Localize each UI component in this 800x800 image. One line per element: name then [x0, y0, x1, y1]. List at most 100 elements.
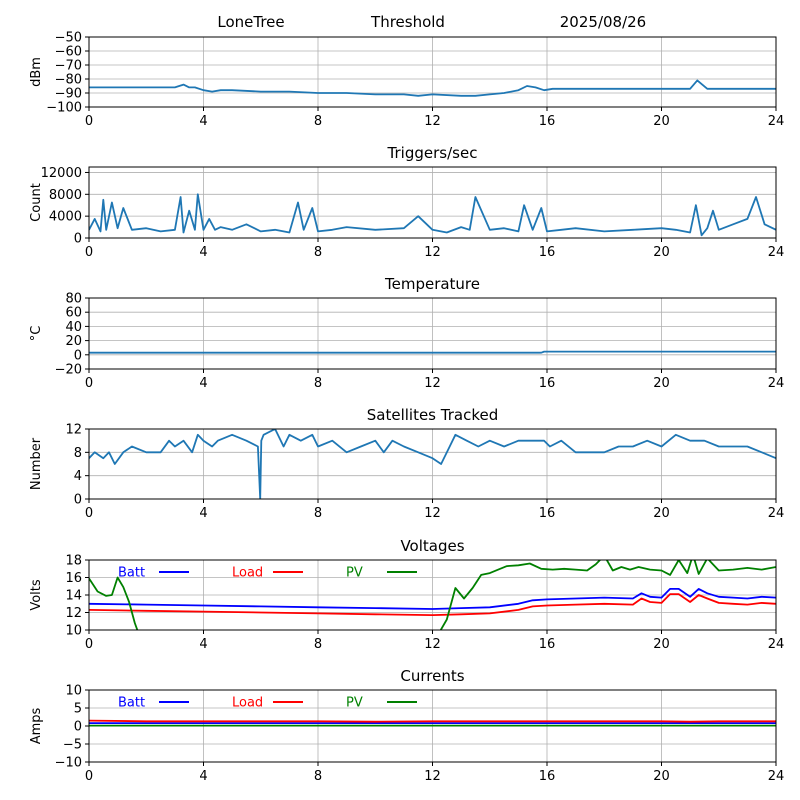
x-tick-label: 12 [424, 376, 441, 391]
y-tick-label: −60 [55, 45, 82, 60]
x-tick-label: 4 [199, 114, 207, 129]
y-tick-label: 20 [65, 334, 82, 349]
y-axis-label: Volts [29, 579, 44, 611]
x-tick-label: 8 [314, 769, 322, 784]
y-tick-label: 16 [65, 571, 82, 586]
x-tick-label: 0 [85, 245, 93, 260]
series-line-pv [89, 560, 776, 630]
x-tick-label: 12 [424, 245, 441, 260]
chart-satellites: 0 4 8 12 16 20 24 0 4 8 12 Satellites Tracked Number [29, 406, 784, 521]
y-tick-label: −50 [55, 31, 82, 46]
y-tick-label: 14 [65, 589, 82, 604]
y-tick-label: 0 [74, 720, 82, 735]
x-tick-label: 8 [314, 506, 322, 521]
x-tick-label: 4 [199, 506, 207, 521]
chart-triggers: 0 4 8 12 16 20 24 0 4000 8000 12000 Triggers/sec Cou… [29, 144, 784, 260]
series-line-main [89, 350, 776, 354]
x-tick-label: 8 [314, 376, 322, 391]
y-axis-label: Number [29, 437, 44, 490]
header-station: LoneTree [217, 13, 284, 31]
legend-label-batt: Batt [118, 696, 145, 711]
x-tick-label: 24 [768, 376, 785, 391]
x-tick-label: 20 [653, 637, 670, 652]
legend-label-pv: PV [346, 696, 363, 711]
x-tick-label: 12 [424, 506, 441, 521]
y-axis-label: dBm [29, 57, 44, 87]
x-tick-label: 4 [199, 376, 207, 391]
x-tick-label: 24 [768, 245, 785, 260]
x-tick-label: 20 [653, 376, 670, 391]
x-tick-label: 16 [539, 376, 556, 391]
x-tick-label: 12 [424, 769, 441, 784]
y-tick-label: −10 [55, 756, 82, 771]
y-tick-label: 8000 [49, 188, 82, 203]
x-tick-label: 8 [314, 637, 322, 652]
y-tick-label: 10 [65, 624, 82, 639]
y-tick-label: −20 [55, 363, 82, 378]
y-tick-label: 5 [74, 702, 82, 717]
y-tick-label: −5 [63, 738, 82, 753]
legend-label-batt: Batt [118, 566, 145, 581]
header-date: 2025/08/26 [560, 13, 646, 31]
y-tick-label: 12 [65, 423, 82, 438]
series-line-load [89, 593, 776, 616]
x-tick-label: 20 [653, 506, 670, 521]
x-tick-label: 0 [85, 637, 93, 652]
y-tick-label: 12 [65, 606, 82, 621]
x-tick-label: 16 [539, 769, 556, 784]
y-tick-label: 4 [74, 469, 82, 484]
y-tick-label: 0 [74, 493, 82, 508]
x-tick-label: 24 [768, 506, 785, 521]
legend-label-pv: PV [346, 566, 363, 581]
x-tick-label: 0 [85, 376, 93, 391]
x-tick-label: 12 [424, 637, 441, 652]
x-tick-label: 20 [653, 245, 670, 260]
panel-title: Currents [400, 667, 464, 685]
chart-voltages: 0 4 8 12 16 20 24 10 12 14 16 18 Voltages Volts Batt Lo… [29, 537, 784, 652]
y-tick-label: 10 [65, 684, 82, 699]
y-tick-label: −80 [55, 73, 82, 88]
x-tick-label: 16 [539, 506, 556, 521]
x-tick-label: 24 [768, 637, 785, 652]
y-tick-label: −100 [46, 101, 82, 116]
y-tick-label: 40 [65, 320, 82, 335]
series-line-main [89, 193, 776, 237]
x-tick-label: 4 [199, 637, 207, 652]
series-line-main [89, 429, 776, 499]
y-tick-label: 60 [65, 306, 82, 321]
y-tick-label: 0 [74, 232, 82, 247]
y-tick-label: 8 [74, 446, 82, 461]
panel-title: Temperature [384, 275, 480, 293]
x-tick-label: 20 [653, 769, 670, 784]
x-tick-label: 4 [199, 769, 207, 784]
chart-currents: 0 4 8 12 16 20 24 −10 −5 0 5 10 Currents Amps Batt Load… [29, 667, 784, 784]
x-tick-label: 0 [85, 769, 93, 784]
x-tick-label: 16 [539, 245, 556, 260]
x-tick-label: 0 [85, 506, 93, 521]
x-tick-label: 4 [199, 245, 207, 260]
series-line-batt [89, 588, 776, 610]
x-tick-label: 12 [424, 114, 441, 129]
x-tick-label: 0 [85, 114, 93, 129]
y-tick-label: 80 [65, 292, 82, 307]
header-mode: Threshold [370, 13, 445, 31]
y-tick-label: 4000 [49, 210, 82, 225]
x-tick-label: 16 [539, 114, 556, 129]
y-tick-label: 18 [65, 554, 82, 569]
series-line-main [89, 79, 776, 97]
series-line-load [89, 719, 776, 723]
legend-label-load: Load [232, 696, 263, 711]
x-tick-label: 8 [314, 114, 322, 129]
chart-threshold: 0 4 8 12 16 20 24 −100−90−80−70−60−50 dBm [29, 31, 784, 130]
x-tick-label: 24 [768, 769, 785, 784]
y-tick-label: 0 [74, 348, 82, 363]
panel-title: Triggers/sec [387, 144, 478, 162]
panel-title: Satellites Tracked [367, 406, 498, 424]
x-tick-label: 20 [653, 114, 670, 129]
x-tick-label: 8 [314, 245, 322, 260]
y-tick-label: −70 [55, 59, 82, 74]
y-axis-label: Amps [29, 707, 44, 744]
